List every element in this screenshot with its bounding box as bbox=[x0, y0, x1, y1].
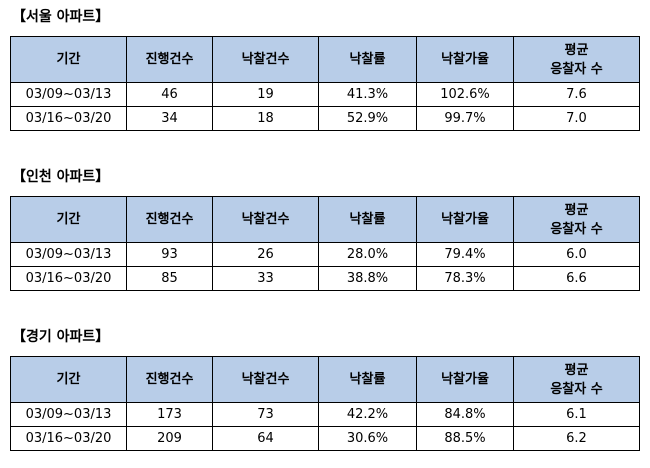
cell-sale-rate: 52.9% bbox=[318, 106, 417, 131]
cell-sold: 64 bbox=[212, 426, 319, 451]
cell-cases: 173 bbox=[126, 402, 213, 427]
header-avg-line2: 응찰자 수 bbox=[550, 381, 603, 397]
header-period: 기간 bbox=[10, 36, 127, 83]
header-cases: 진행건수 bbox=[126, 356, 213, 403]
header-avg-line1: 평균 bbox=[564, 362, 589, 378]
table-row: 03/09~03/13 173 73 42.2% 84.8% 6.1 bbox=[10, 402, 640, 427]
cell-period: 03/16~03/20 bbox=[10, 106, 127, 131]
header-period: 기간 bbox=[10, 356, 127, 403]
header-sold: 낙찰건수 bbox=[212, 356, 319, 403]
cell-cases: 34 bbox=[126, 106, 213, 131]
cell-sale-rate: 41.3% bbox=[318, 82, 417, 107]
section-title: 【경기 아파트】 bbox=[12, 329, 110, 345]
cell-sold: 26 bbox=[212, 242, 319, 267]
header-sold: 낙찰건수 bbox=[212, 36, 319, 83]
header-sale-rate: 낙찰률 bbox=[318, 36, 417, 83]
section-title: 【인천 아파트】 bbox=[12, 169, 110, 185]
cell-price-ratio: 78.3% bbox=[416, 266, 514, 291]
table-row: 03/09~03/13 46 19 41.3% 102.6% 7.6 bbox=[10, 82, 640, 107]
cell-price-ratio: 88.5% bbox=[416, 426, 514, 451]
header-avg-line1: 평균 bbox=[564, 202, 589, 218]
header-price-ratio: 낙찰가율 bbox=[416, 196, 514, 243]
header-sale-rate: 낙찰률 bbox=[318, 196, 417, 243]
cell-cases: 93 bbox=[126, 242, 213, 267]
cell-price-ratio: 102.6% bbox=[416, 82, 514, 107]
cell-cases: 209 bbox=[126, 426, 213, 451]
cell-avg-bidders: 7.6 bbox=[513, 82, 640, 107]
cell-sale-rate: 42.2% bbox=[318, 402, 417, 427]
cell-price-ratio: 84.8% bbox=[416, 402, 514, 427]
header-price-ratio: 낙찰가율 bbox=[416, 356, 514, 403]
cell-avg-bidders: 6.0 bbox=[513, 242, 640, 267]
table-row: 03/09~03/13 93 26 28.0% 79.4% 6.0 bbox=[10, 242, 640, 267]
header-sold: 낙찰건수 bbox=[212, 196, 319, 243]
cell-avg-bidders: 6.1 bbox=[513, 402, 640, 427]
section-title: 【서울 아파트】 bbox=[12, 9, 110, 25]
cell-cases: 46 bbox=[126, 82, 213, 107]
cell-avg-bidders: 6.2 bbox=[513, 426, 640, 451]
cell-sold: 19 bbox=[212, 82, 319, 107]
table-row: 03/16~03/20 85 33 38.8% 78.3% 6.6 bbox=[10, 266, 640, 291]
table-row: 03/16~03/20 209 64 30.6% 88.5% 6.2 bbox=[10, 426, 640, 451]
header-avg-line1: 평균 bbox=[564, 42, 589, 58]
header-avg-line2: 응찰자 수 bbox=[550, 61, 603, 77]
cell-cases: 85 bbox=[126, 266, 213, 291]
header-cases: 진행건수 bbox=[126, 196, 213, 243]
cell-period: 03/16~03/20 bbox=[10, 266, 127, 291]
header-sale-rate: 낙찰률 bbox=[318, 356, 417, 403]
cell-avg-bidders: 7.0 bbox=[513, 106, 640, 131]
cell-avg-bidders: 6.6 bbox=[513, 266, 640, 291]
cell-sale-rate: 30.6% bbox=[318, 426, 417, 451]
cell-sale-rate: 38.8% bbox=[318, 266, 417, 291]
cell-sold: 73 bbox=[212, 402, 319, 427]
cell-sale-rate: 28.0% bbox=[318, 242, 417, 267]
cell-period: 03/16~03/20 bbox=[10, 426, 127, 451]
header-period: 기간 bbox=[10, 196, 127, 243]
cell-sold: 33 bbox=[212, 266, 319, 291]
cell-price-ratio: 79.4% bbox=[416, 242, 514, 267]
header-avg-line2: 응찰자 수 bbox=[550, 221, 603, 237]
cell-period: 03/09~03/13 bbox=[10, 242, 127, 267]
cell-period: 03/09~03/13 bbox=[10, 82, 127, 107]
table-row: 03/16~03/20 34 18 52.9% 99.7% 7.0 bbox=[10, 106, 640, 131]
cell-price-ratio: 99.7% bbox=[416, 106, 514, 131]
header-price-ratio: 낙찰가율 bbox=[416, 36, 514, 83]
header-cases: 진행건수 bbox=[126, 36, 213, 83]
cell-sold: 18 bbox=[212, 106, 319, 131]
cell-period: 03/09~03/13 bbox=[10, 402, 127, 427]
